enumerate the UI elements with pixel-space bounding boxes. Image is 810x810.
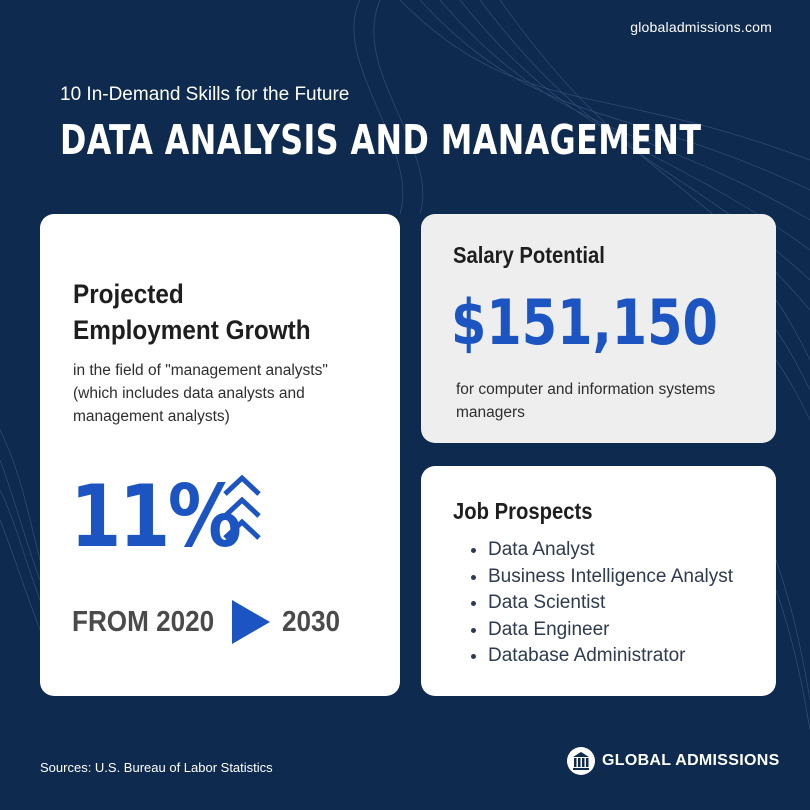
site-url: globaladmissions.com [630,19,772,35]
page-subtitle: 10 In-Demand Skills for the Future [60,84,350,105]
growth-heading-line1: Projected [73,279,184,309]
salary-description: for computer and information systems man… [456,381,716,421]
triple-chevron-up-icon [223,474,261,540]
list-item: Data Scientist [488,590,733,617]
growth-heading-line2: Employment Growth [73,315,311,345]
page-title: DATA ANALYSIS AND MANAGEMENT [60,116,702,164]
job-prospects-card: Job Prospects Data Analyst Business Inte… [421,466,776,696]
growth-percentage: 11% [70,467,242,567]
list-item: Database Administrator [488,643,733,670]
employment-growth-card: Projected Employment Growth in the field… [40,214,400,696]
range-to-label: 2030 [282,606,341,638]
list-item: Business Intelligence Analyst [488,564,733,591]
logo-text: GLOBAL ADMISSIONS [602,752,780,769]
columns-building-icon [567,747,595,775]
jobs-heading: Job Prospects [453,498,593,524]
salary-label: Salary Potential [453,242,605,268]
list-item: Data Engineer [488,617,733,644]
list-item: Data Analyst [488,537,733,564]
range-from-label: FROM 2020 [72,606,215,638]
salary-value: $151,150 [451,286,718,359]
growth-date-range: FROM 2020 2030 [72,600,372,646]
jobs-list: Data Analyst Business Intelligence Analy… [469,537,733,670]
growth-heading: Projected Employment Growth [73,276,343,348]
salary-potential-card: Salary Potential $151,150 for computer a… [421,214,776,443]
sources-note: Sources: U.S. Bureau of Labor Statistics [40,760,273,775]
growth-description: in the field of "management analysts" (w… [73,362,328,425]
play-arrow-icon [232,600,270,644]
